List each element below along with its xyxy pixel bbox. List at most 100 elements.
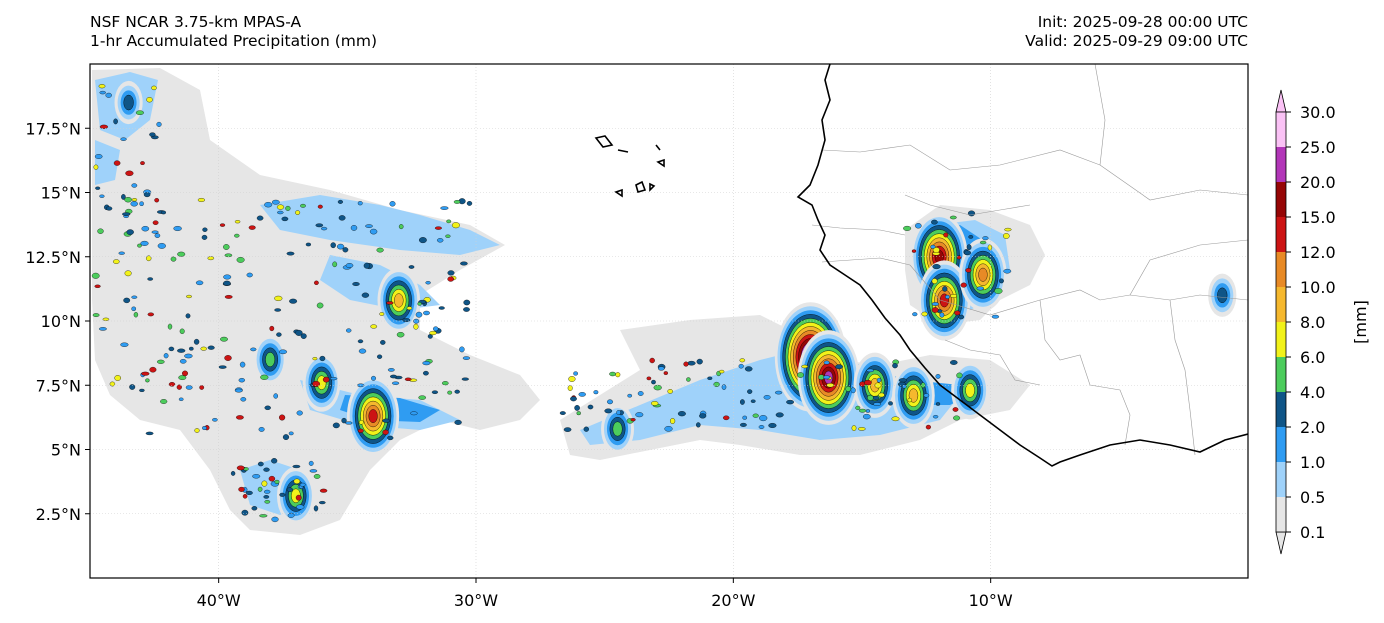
convective-dot (750, 399, 756, 403)
convective-dot (357, 339, 364, 344)
storm-cell (253, 334, 287, 385)
country-borders (811, 64, 1248, 456)
colorbar-level-label: 1.0 (1300, 453, 1325, 472)
storm-cell-ring (368, 409, 378, 423)
convective-dot (99, 90, 106, 95)
convective-dot (845, 386, 851, 392)
convective-dot (296, 410, 303, 416)
convective-dot (607, 399, 613, 405)
convective-dot (92, 313, 100, 317)
convective-dot (133, 312, 139, 318)
field-title: 1-hr Accumulated Precipitation (mm) (90, 32, 377, 50)
convective-dot (168, 382, 176, 387)
convective-dot (956, 372, 963, 379)
convective-dot (739, 358, 746, 363)
convective-dot (130, 201, 138, 207)
convective-dot (991, 314, 1000, 319)
convective-dot (994, 288, 1003, 294)
convective-dot (902, 384, 907, 389)
convective-dot (279, 349, 287, 355)
convective-dot (752, 413, 759, 418)
border-line (1039, 299, 1131, 446)
convective-dot (563, 427, 572, 432)
convective-dot (646, 376, 652, 381)
convective-dot (576, 411, 581, 416)
convective-dot (97, 228, 104, 234)
convective-dot (341, 417, 347, 424)
convective-dot (686, 377, 691, 382)
storm-cell-ring (965, 383, 975, 398)
convective-dot (139, 388, 145, 392)
convective-dot (147, 277, 154, 281)
convective-dot (248, 225, 256, 230)
convective-dot (451, 222, 460, 229)
convective-dot (382, 429, 389, 435)
convective-dot (131, 198, 138, 202)
convective-dot (721, 384, 727, 390)
convective-dot (707, 376, 713, 380)
convective-dot (350, 225, 358, 231)
colorbar-swatch (1276, 357, 1286, 392)
lat-tick-label: 7.5°N (36, 376, 81, 395)
convective-dot (389, 201, 396, 207)
convective-dot (245, 490, 253, 495)
lon-tick-label: 30°W (454, 591, 498, 610)
convective-dot (352, 282, 360, 286)
convective-dot (102, 317, 110, 321)
convective-dot (256, 215, 264, 221)
convective-dot (274, 295, 283, 301)
convective-dot (663, 371, 668, 375)
convective-dot (202, 227, 208, 232)
convective-dot (696, 422, 701, 428)
storm-cell-ring (978, 267, 988, 282)
africa-coast (796, 64, 1248, 467)
convective-dot (954, 310, 961, 316)
convective-dot (453, 200, 461, 204)
convective-dot (312, 357, 318, 361)
convective-dot (200, 346, 207, 351)
convective-dot (447, 270, 455, 276)
convective-dot (950, 294, 957, 298)
convective-dot (271, 458, 278, 464)
convective-dot (140, 240, 149, 246)
convective-dot (696, 358, 703, 365)
convective-dot (168, 346, 175, 352)
storm-cell (601, 403, 635, 455)
border-line (821, 64, 1106, 171)
convective-dot (615, 372, 621, 378)
convective-dot (178, 397, 184, 401)
convective-dot (998, 278, 1004, 284)
convective-dot (149, 132, 156, 137)
convective-dot (670, 418, 676, 424)
convective-dot (942, 286, 948, 292)
colorbar-level-label: 10.0 (1300, 278, 1336, 297)
convective-dot (921, 311, 928, 317)
convective-dot (321, 226, 328, 231)
convective-dot (738, 363, 744, 369)
convective-dot (651, 379, 656, 385)
convective-dot (932, 264, 941, 270)
convective-dot (139, 201, 144, 206)
convective-dot (768, 423, 777, 428)
lon-tick-label: 20°W (711, 591, 755, 610)
convective-dot (1003, 233, 1010, 239)
convective-dot (98, 84, 106, 89)
convective-dot (404, 377, 412, 381)
convective-dot (234, 220, 241, 224)
convective-dot (419, 237, 427, 244)
convective-dot (163, 353, 169, 359)
convective-dot (967, 210, 976, 217)
storm-cell-ring (1217, 287, 1228, 304)
convective-dot (616, 410, 621, 415)
convective-dot (658, 366, 665, 371)
convective-dot (370, 324, 378, 329)
convective-dot (573, 371, 578, 376)
convective-dot (99, 194, 105, 198)
convective-dot (268, 475, 276, 482)
colorbar-swatch (1276, 497, 1286, 532)
convective-dot (357, 428, 364, 433)
convective-dot (319, 355, 326, 362)
convective-dot (234, 388, 243, 393)
storm-cell-ring (394, 293, 404, 308)
convective-dot (295, 494, 302, 501)
